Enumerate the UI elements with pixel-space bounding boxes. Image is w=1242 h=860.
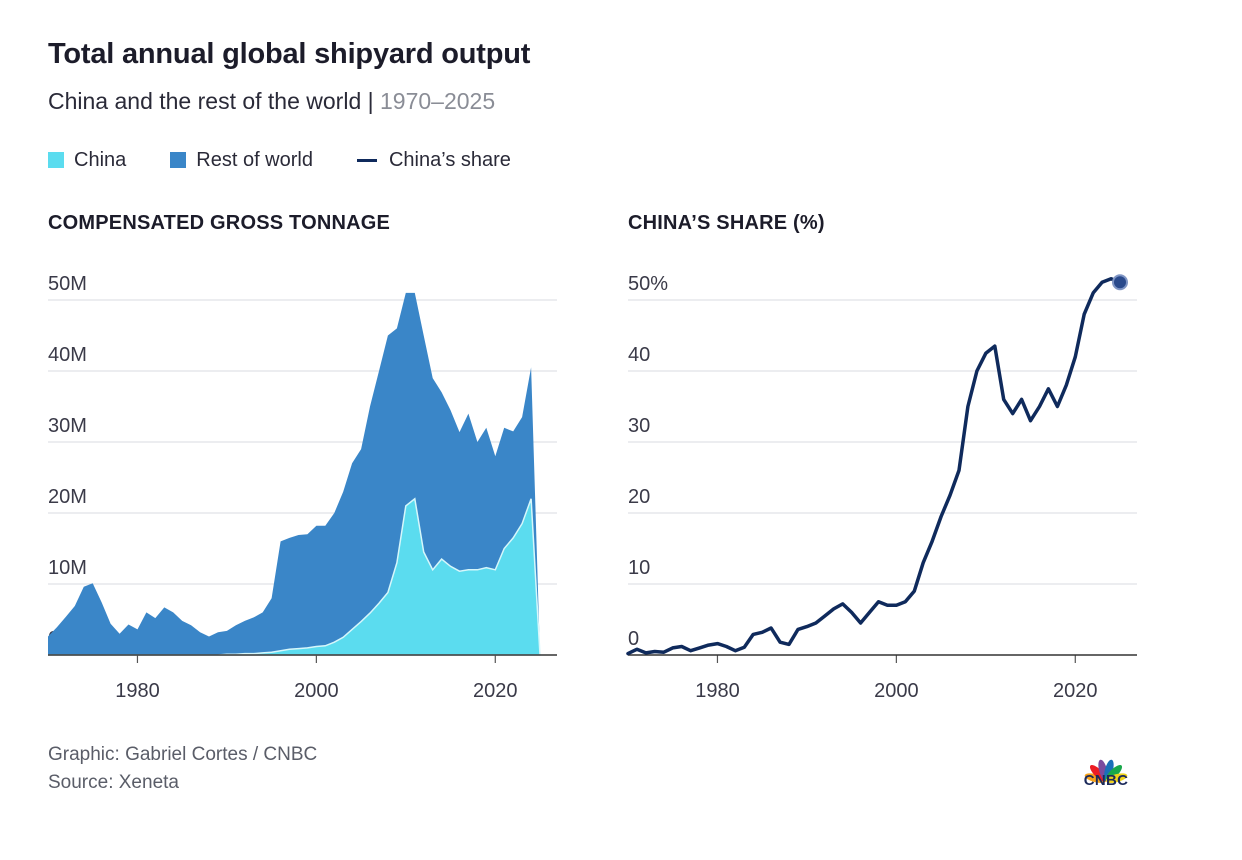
share-y-tick-label: 0 xyxy=(628,628,639,650)
tonnage-x-tick-label: 1980 xyxy=(115,680,160,702)
legend-item-china: China xyxy=(48,149,126,172)
legend: China Rest of world China’s share xyxy=(48,147,555,173)
share-x-tick-label: 2020 xyxy=(1053,680,1098,702)
legend-swatch-rest-of-world xyxy=(170,152,187,168)
share-y-tick-label: 40 xyxy=(628,344,650,366)
footer-source: Source: Xeneta xyxy=(48,772,179,793)
share-x-tick-label: 2000 xyxy=(874,680,919,702)
cnbc-logo-text: CNBC xyxy=(1083,772,1129,789)
tonnage-x-tick-label: 2020 xyxy=(473,680,518,702)
subtitle-main: China and the rest of the world | xyxy=(48,88,380,114)
right-panel-title: CHINA’S SHARE (%) xyxy=(628,212,825,234)
cnbc-peacock-icon xyxy=(1084,759,1128,783)
left-panel-title: COMPENSATED GROSS TONNAGE xyxy=(48,212,391,234)
legend-item-rest-of-world: Rest of world xyxy=(170,149,313,172)
legend-swatch-china xyxy=(48,152,64,168)
tonnage-y-tick-label: 50M xyxy=(48,273,87,295)
footer-graphic-credit: Graphic: Gabriel Cortes / CNBC xyxy=(48,744,318,765)
tonnage-x-tick-label: 2000 xyxy=(294,680,339,702)
tonnage-y-tick-label: 40M xyxy=(48,344,87,366)
share-y-tick-label: 20 xyxy=(628,486,650,508)
legend-line-china-share xyxy=(356,158,377,162)
share-y-tick-label: 50% xyxy=(628,273,668,295)
legend-item-china-share: China’s share xyxy=(356,148,511,172)
subtitle-range: 1970–2025 xyxy=(380,88,496,114)
chart-title: Total annual global shipyard output xyxy=(48,38,531,70)
tonnage-y-tick-label: 10M xyxy=(48,557,87,579)
tonnage-y-tick-label: 20M xyxy=(48,486,87,508)
legend-label-china: China xyxy=(74,148,127,171)
legend-label-rest-of-world: Rest of world xyxy=(196,148,313,171)
legend-label-china-share: China’s share xyxy=(388,148,511,171)
share-x-tick-label: 1980 xyxy=(695,680,740,702)
share-y-tick-label: 10 xyxy=(628,557,650,579)
tonnage-y-tick-label: 30M xyxy=(48,415,87,437)
china-share-line xyxy=(626,276,1122,656)
chart-subtitle: China and the rest of the world | 1970–2… xyxy=(48,88,495,115)
china-share-endpoint xyxy=(1112,274,1128,291)
share-y-tick-label: 30 xyxy=(628,415,650,437)
